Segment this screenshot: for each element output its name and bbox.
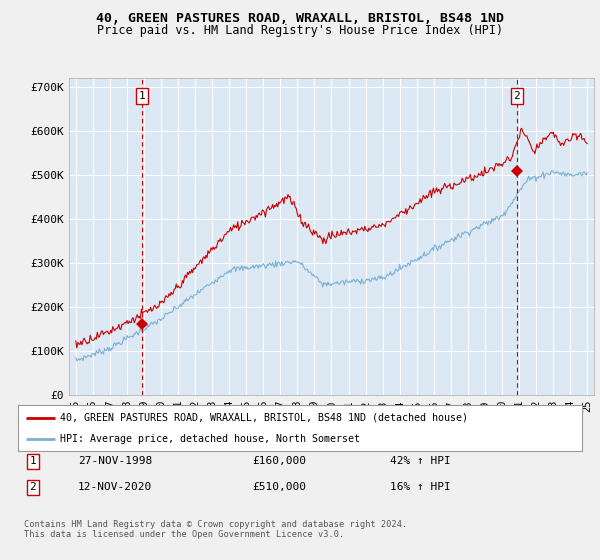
Text: £160,000: £160,000 bbox=[252, 456, 306, 466]
Text: 1: 1 bbox=[29, 456, 37, 466]
Text: Price paid vs. HM Land Registry's House Price Index (HPI): Price paid vs. HM Land Registry's House … bbox=[97, 24, 503, 37]
Text: Contains HM Land Registry data © Crown copyright and database right 2024.
This d: Contains HM Land Registry data © Crown c… bbox=[24, 520, 407, 539]
Text: 40, GREEN PASTURES ROAD, WRAXALL, BRISTOL, BS48 1ND (detached house): 40, GREEN PASTURES ROAD, WRAXALL, BRISTO… bbox=[60, 413, 469, 423]
Text: 2: 2 bbox=[29, 482, 37, 492]
Text: 2: 2 bbox=[514, 91, 520, 101]
Text: 40, GREEN PASTURES ROAD, WRAXALL, BRISTOL, BS48 1ND: 40, GREEN PASTURES ROAD, WRAXALL, BRISTO… bbox=[96, 12, 504, 25]
Text: £510,000: £510,000 bbox=[252, 482, 306, 492]
Text: 12-NOV-2020: 12-NOV-2020 bbox=[78, 482, 152, 492]
Text: 1: 1 bbox=[139, 91, 146, 101]
Text: HPI: Average price, detached house, North Somerset: HPI: Average price, detached house, Nort… bbox=[60, 434, 360, 444]
Text: 27-NOV-1998: 27-NOV-1998 bbox=[78, 456, 152, 466]
Text: 42% ↑ HPI: 42% ↑ HPI bbox=[390, 456, 451, 466]
Text: 16% ↑ HPI: 16% ↑ HPI bbox=[390, 482, 451, 492]
